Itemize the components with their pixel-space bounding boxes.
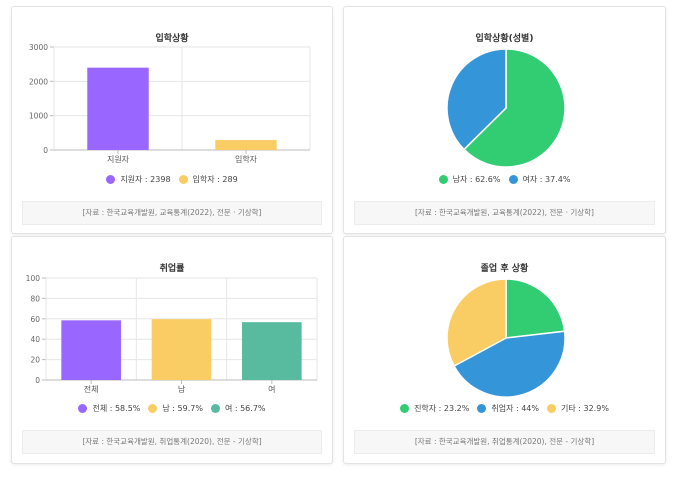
- legend-swatch: [508, 175, 518, 184]
- x-tick-label: 전체: [84, 384, 99, 394]
- legend-label: 입학자 : 289: [192, 175, 238, 184]
- bar[interactable]: [61, 320, 121, 380]
- legend-swatch: [477, 404, 487, 413]
- bar[interactable]: [87, 67, 149, 150]
- chart-source: [자료 : 한국교육개발원, 교육통계(2022), 전문 · 기상학]: [22, 201, 322, 225]
- chart-legend: 전체 : 58.5% 남 : 59.7% 여 : 56.7%: [12, 403, 332, 415]
- legend-swatch: [547, 404, 556, 413]
- y-tick-label: 80: [30, 294, 40, 303]
- chart-source: [자료 : 한국교육개발원, 취업통계(2020), 전문 - 기상학]: [22, 430, 322, 454]
- chart-title: 입학상황: [155, 34, 189, 44]
- legend-item[interactable]: 여 : 56.7%: [210, 403, 266, 414]
- y-tick-label: 0: [35, 376, 40, 385]
- legend-label: 전체 : 58.5%: [92, 404, 141, 413]
- legend-swatch: [438, 175, 448, 184]
- legend-label: 취업자 : 44%: [491, 404, 539, 413]
- legend-item[interactable]: 입학자 : 289: [178, 174, 238, 185]
- legend-item[interactable]: 남자 : 62.6%: [438, 174, 501, 185]
- y-tick-label: 100: [26, 274, 41, 283]
- x-tick-label: 입학자: [235, 154, 258, 164]
- pie-slice[interactable]: [446, 48, 507, 151]
- chart-legend: 진학자 : 23.2% 취업자 : 44% 기타 : 32.9%: [344, 403, 665, 415]
- y-tick-label: 1000: [29, 112, 48, 121]
- legend-item[interactable]: 기타 : 32.9%: [547, 403, 609, 414]
- admission-bar-chart: 0 1000 2000 3000 지원자 입학자: [29, 43, 311, 164]
- legend-label: 남 : 59.7%: [162, 404, 203, 413]
- x-tick-label: 남: [178, 385, 186, 394]
- legend-swatch: [148, 404, 158, 413]
- y-tick-label: 3000: [29, 43, 48, 52]
- y-tick-label: 40: [30, 335, 40, 344]
- chart-title: 취업률: [159, 264, 185, 274]
- legend-swatch: [178, 175, 188, 184]
- bar[interactable]: [215, 140, 277, 150]
- legend-item[interactable]: 여자 : 37.4%: [508, 174, 571, 185]
- legend-swatch: [106, 175, 116, 184]
- legend-item[interactable]: 지원자 : 2398: [106, 174, 171, 185]
- bar[interactable]: [151, 319, 212, 380]
- bar[interactable]: [242, 322, 302, 380]
- chart-card-admission: 입학상황 0 1000 2000 3000 지원자 입학자 지원자 : 2398 입학자 :…: [11, 6, 333, 234]
- legend-label: 여 : 56.7%: [224, 404, 266, 413]
- y-tick-label: 2000: [29, 77, 48, 86]
- chart-source: [자료 : 한국교육개발원, 교육통계(2022), 전문 · 기상학]: [354, 201, 655, 225]
- legend-swatch: [78, 404, 88, 413]
- legend-label: 기타 : 32.9%: [561, 404, 609, 413]
- legend-item[interactable]: 남 : 59.7%: [148, 403, 203, 414]
- pie-slice[interactable]: [453, 330, 566, 398]
- chart-title: 졸업 후 상황: [480, 264, 529, 274]
- y-tick-label: 0: [43, 146, 48, 155]
- chart-card-admission-gender: 입학상황(성별) 남자 : 62.6% 여자 : 37.4% [자료 : 한국교육…: [343, 6, 666, 234]
- chart-card-after-graduation: 졸업 후 상황 진학자 : 23.2% 취업자 : 44% 기타 : 32.9% […: [343, 236, 666, 464]
- pie-slice[interactable]: [462, 48, 566, 168]
- legend-swatch: [400, 404, 410, 413]
- chart-title: 입학상황(성별): [475, 34, 534, 44]
- chart-legend: 남자 : 62.6% 여자 : 37.4%: [344, 174, 665, 186]
- x-tick-label: 여: [268, 384, 275, 394]
- y-tick-label: 20: [30, 356, 40, 365]
- after-graduation-pie-chart: [446, 278, 566, 398]
- pie-slice[interactable]: [505, 278, 566, 339]
- legend-label: 남자 : 62.6%: [452, 175, 501, 184]
- legend-item[interactable]: 진학자 : 23.2%: [400, 403, 469, 414]
- x-tick-label: 지원자: [107, 155, 130, 164]
- legend-swatch: [210, 404, 220, 413]
- chart-card-employment: 취업률 0 20 40 60 80 100 전체 남 여 전체 : 58.5% 남 : 59.7%…: [11, 236, 333, 464]
- employment-bar-chart: 0 20 40 60 80 100 전체 남 여: [26, 274, 318, 394]
- legend-item[interactable]: 취업자 : 44%: [477, 403, 539, 414]
- y-tick-label: 60: [30, 315, 40, 324]
- legend-label: 여자 : 37.4%: [522, 175, 571, 184]
- pie-slice[interactable]: [446, 278, 507, 368]
- legend-label: 지원자 : 2398: [120, 175, 171, 184]
- legend-label: 진학자 : 23.2%: [414, 404, 470, 413]
- admission-gender-pie-chart: [446, 48, 566, 168]
- chart-legend: 지원자 : 2398 입학자 : 289: [12, 174, 332, 186]
- chart-source: [자료 : 한국교육개발원, 취업통계(2020), 전문 - 기상학]: [354, 430, 655, 454]
- legend-item[interactable]: 전체 : 58.5%: [78, 403, 140, 414]
